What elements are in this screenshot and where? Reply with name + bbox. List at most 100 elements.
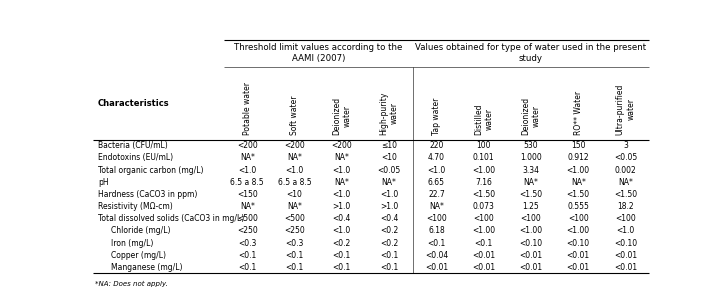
- Text: pH: pH: [98, 178, 108, 187]
- Text: *NA: Does not apply.: *NA: Does not apply.: [95, 281, 168, 287]
- Text: <0.1: <0.1: [333, 251, 351, 260]
- Text: <1.50: <1.50: [614, 190, 637, 199]
- Text: <0.01: <0.01: [567, 251, 590, 260]
- Text: 0.555: 0.555: [568, 202, 589, 211]
- Text: Distilled
water: Distilled water: [474, 104, 493, 135]
- Text: 0.101: 0.101: [473, 154, 495, 162]
- Text: <0.3: <0.3: [286, 239, 304, 247]
- Text: Endotoxins (EU/mL): Endotoxins (EU/mL): [98, 154, 174, 162]
- Text: 6.5 a 8.5: 6.5 a 8.5: [231, 178, 264, 187]
- Text: Bacteria (CFU/mL): Bacteria (CFU/mL): [98, 141, 168, 150]
- Text: <1.0: <1.0: [333, 166, 351, 174]
- Text: Resistivity (MΩ-cm): Resistivity (MΩ-cm): [98, 202, 173, 211]
- Text: NA*: NA*: [335, 154, 349, 162]
- Text: NA*: NA*: [429, 202, 444, 211]
- Text: 1.000: 1.000: [520, 154, 542, 162]
- Text: 3.34: 3.34: [523, 166, 539, 174]
- Text: <1.0: <1.0: [380, 190, 398, 199]
- Text: >1.0: >1.0: [380, 202, 398, 211]
- Text: 4.70: 4.70: [428, 154, 445, 162]
- Text: <0.01: <0.01: [519, 263, 542, 272]
- Text: Values obtained for type of water used in the present
study: Values obtained for type of water used i…: [416, 43, 646, 63]
- Text: 3: 3: [623, 141, 628, 150]
- Text: ≤10: ≤10: [381, 141, 397, 150]
- Text: <0.01: <0.01: [472, 251, 495, 260]
- Text: Total organic carbon (mg/L): Total organic carbon (mg/L): [98, 166, 204, 174]
- Text: 22.7: 22.7: [428, 190, 445, 199]
- Text: >1.0: >1.0: [333, 202, 351, 211]
- Text: 6.5 a 8.5: 6.5 a 8.5: [278, 178, 312, 187]
- Text: <100: <100: [568, 214, 589, 223]
- Text: 0.073: 0.073: [473, 202, 495, 211]
- Text: <0.1: <0.1: [333, 263, 351, 272]
- Text: <0.04: <0.04: [425, 251, 448, 260]
- Text: <1.50: <1.50: [567, 190, 590, 199]
- Text: Manganese (mg/L): Manganese (mg/L): [111, 263, 182, 272]
- Text: <0.2: <0.2: [380, 226, 398, 235]
- Text: Deionized
water: Deionized water: [521, 97, 541, 135]
- Text: RO** Water: RO** Water: [574, 91, 583, 135]
- Text: Threshold limit values according to the
AAMI (2007): Threshold limit values according to the …: [234, 43, 403, 63]
- Text: <0.1: <0.1: [286, 251, 304, 260]
- Text: <1.0: <1.0: [333, 226, 351, 235]
- Text: <1.00: <1.00: [567, 226, 590, 235]
- Text: <250: <250: [284, 226, 305, 235]
- Text: <0.01: <0.01: [425, 263, 448, 272]
- Text: 530: 530: [523, 141, 539, 150]
- Text: 6.18: 6.18: [428, 226, 445, 235]
- Text: 100: 100: [476, 141, 491, 150]
- Text: <500: <500: [284, 214, 305, 223]
- Text: <1.0: <1.0: [427, 166, 445, 174]
- Text: <0.10: <0.10: [519, 239, 542, 247]
- Text: <500: <500: [237, 214, 258, 223]
- Text: <0.1: <0.1: [380, 263, 398, 272]
- Text: <0.01: <0.01: [472, 263, 495, 272]
- Text: NA*: NA*: [240, 202, 254, 211]
- Text: <0.1: <0.1: [286, 263, 304, 272]
- Text: <0.1: <0.1: [238, 251, 257, 260]
- Text: <0.2: <0.2: [333, 239, 351, 247]
- Text: <0.01: <0.01: [567, 263, 590, 272]
- Text: <1.0: <1.0: [286, 166, 304, 174]
- Text: NA*: NA*: [240, 154, 254, 162]
- Text: <0.10: <0.10: [614, 239, 637, 247]
- Text: <0.1: <0.1: [238, 263, 257, 272]
- Text: <0.1: <0.1: [474, 239, 493, 247]
- Text: <0.05: <0.05: [614, 154, 637, 162]
- Text: <1.0: <1.0: [617, 226, 635, 235]
- Text: NA*: NA*: [618, 178, 633, 187]
- Text: <0.4: <0.4: [333, 214, 351, 223]
- Text: Characteristics: Characteristics: [98, 98, 170, 108]
- Text: Soft water: Soft water: [290, 95, 299, 135]
- Text: 220: 220: [429, 141, 444, 150]
- Text: NA*: NA*: [382, 178, 397, 187]
- Text: NA*: NA*: [335, 178, 349, 187]
- Text: <1.00: <1.00: [472, 166, 495, 174]
- Text: <250: <250: [237, 226, 257, 235]
- Text: <1.50: <1.50: [519, 190, 542, 199]
- Text: <10: <10: [286, 190, 302, 199]
- Text: Total dissolved solids (CaCO3 in mg/L): Total dissolved solids (CaCO3 in mg/L): [98, 214, 244, 223]
- Text: <0.4: <0.4: [380, 214, 398, 223]
- Text: Tap water: Tap water: [432, 98, 441, 135]
- Text: <100: <100: [521, 214, 542, 223]
- Text: <1.50: <1.50: [472, 190, 495, 199]
- Text: <1.0: <1.0: [238, 166, 257, 174]
- Text: 1.25: 1.25: [523, 202, 539, 211]
- Text: <1.0: <1.0: [333, 190, 351, 199]
- Text: Chloride (mg/L): Chloride (mg/L): [111, 226, 170, 235]
- Text: <0.1: <0.1: [427, 239, 445, 247]
- Text: <0.01: <0.01: [519, 251, 542, 260]
- Text: <10: <10: [381, 154, 397, 162]
- Text: 18.2: 18.2: [617, 202, 634, 211]
- Text: Hardness (CaCO3 in ppm): Hardness (CaCO3 in ppm): [98, 190, 197, 199]
- Text: <0.05: <0.05: [377, 166, 401, 174]
- Text: NA*: NA*: [287, 202, 302, 211]
- Text: <200: <200: [237, 141, 257, 150]
- Text: 0.002: 0.002: [615, 166, 636, 174]
- Text: <0.1: <0.1: [380, 251, 398, 260]
- Text: <200: <200: [284, 141, 305, 150]
- Text: NA*: NA*: [523, 178, 539, 187]
- Text: <150: <150: [237, 190, 257, 199]
- Text: 150: 150: [571, 141, 586, 150]
